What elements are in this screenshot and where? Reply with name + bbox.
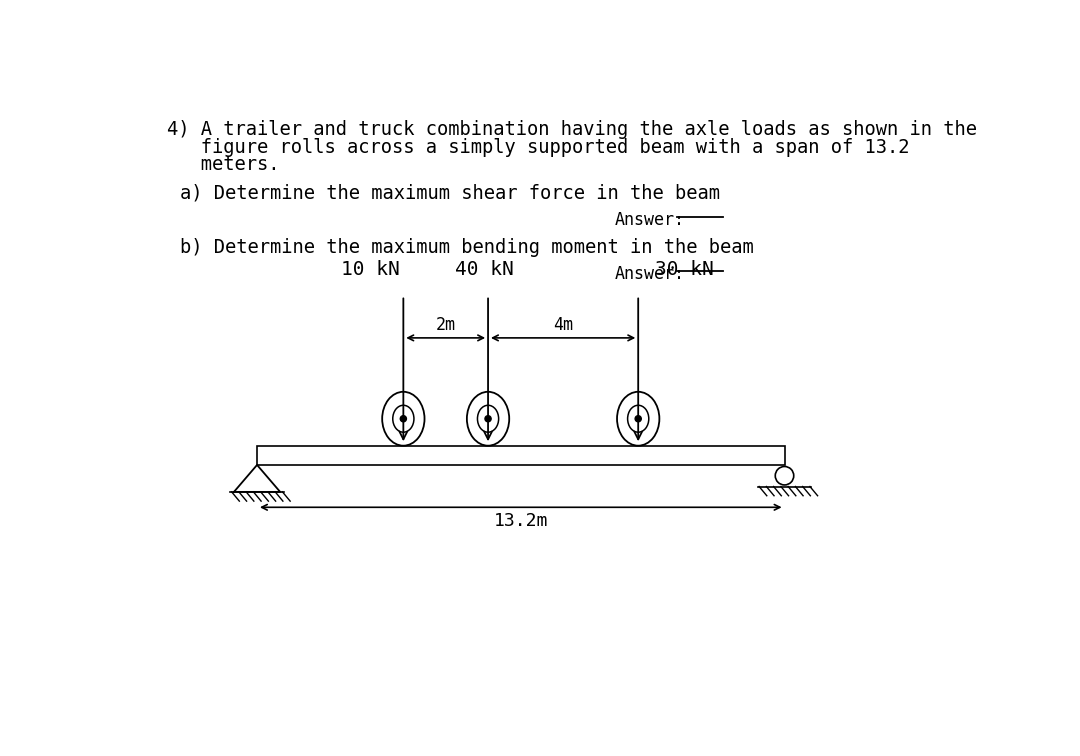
Text: 30 kN: 30 kN — [656, 259, 714, 279]
Circle shape — [401, 416, 406, 422]
Text: 40 kN: 40 kN — [455, 259, 514, 279]
Circle shape — [485, 416, 491, 422]
Text: b) Determine the maximum bending moment in the beam: b) Determine the maximum bending moment … — [180, 238, 754, 257]
Text: figure rolls across a simply supported beam with a span of 13.2: figure rolls across a simply supported b… — [167, 138, 909, 156]
Text: 2m: 2m — [435, 316, 456, 334]
Bar — [257, 446, 784, 465]
Text: meters.: meters. — [167, 156, 280, 175]
Circle shape — [635, 416, 642, 422]
Text: 4m: 4m — [553, 316, 573, 334]
Text: 10 kN: 10 kN — [341, 259, 400, 279]
Text: Answer:: Answer: — [616, 211, 685, 229]
Text: 4) A trailer and truck combination having the axle loads as shown in the: 4) A trailer and truck combination havin… — [167, 120, 977, 139]
Text: Answer:: Answer: — [616, 265, 685, 283]
Text: a) Determine the maximum shear force in the beam: a) Determine the maximum shear force in … — [180, 184, 720, 203]
Text: 13.2m: 13.2m — [494, 512, 548, 530]
